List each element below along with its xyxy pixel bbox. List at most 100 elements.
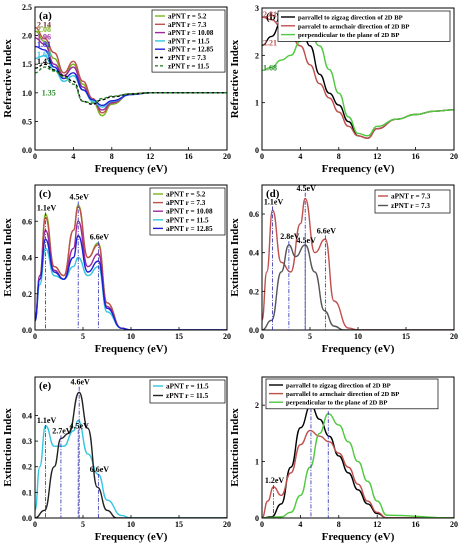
y-axis-label: Refractive Index — [2, 39, 14, 118]
series-line-1 — [35, 391, 227, 518]
y-tick-label: 1 — [255, 99, 259, 108]
y-tick-label: 0.0 — [249, 326, 259, 335]
legend-entry: parrallel to zigzag direction of 2D BP — [286, 383, 391, 390]
x-tick-label: 12 — [373, 152, 381, 161]
y-axis-label: Refractive Index — [229, 39, 241, 118]
x-tick-label: 20 — [450, 152, 458, 161]
x-tick-label: 16 — [412, 152, 420, 161]
y-tick-label: 0.5 — [22, 117, 32, 126]
y-tick-label: 0.6 — [22, 217, 32, 226]
x-tick-label: 8 — [337, 520, 341, 529]
y-tick-label: 0.4 — [22, 254, 32, 263]
y-axis-label: Extinction Index — [229, 218, 241, 297]
y-tick-label: 0.1 — [22, 488, 32, 497]
y-tick-label: 3 — [255, 4, 259, 13]
annotation-label: 6.6eV — [90, 232, 110, 241]
panel-label: (b) — [266, 11, 280, 23]
x-tick-label: 0 — [260, 332, 264, 341]
legend-entry: aPNT r = 10.08 — [166, 208, 213, 216]
legend-entry: zPNT r = 11.5 — [168, 62, 210, 70]
annotation-label: 1.1eV — [37, 203, 57, 212]
series-line-3 — [35, 247, 227, 330]
annotation-label: 1.60 — [37, 50, 51, 59]
annotation-label: 4.5eV — [70, 421, 90, 430]
y-tick-label: 0.2 — [22, 290, 32, 299]
annotation-label: 1.81 — [37, 40, 51, 49]
annotation-label: 6.6eV — [90, 465, 110, 474]
legend-box — [374, 189, 451, 214]
x-tick-label: 0 — [260, 520, 264, 529]
x-tick-label: 20 — [450, 332, 458, 341]
x-tick-label: 4 — [298, 520, 302, 529]
panel-label: (e) — [39, 380, 52, 392]
legend-entry: aPNT r = 11.5 — [168, 37, 210, 45]
y-tick-label: 0.6 — [249, 210, 259, 219]
y-tick-label: 2.0 — [22, 32, 32, 41]
x-tick-label: 12 — [146, 152, 154, 161]
x-tick-label: 5 — [308, 332, 312, 341]
x-tick-label: 5 — [81, 520, 85, 529]
x-tick-label: 0 — [33, 332, 37, 341]
y-tick-label: 0.0 — [22, 326, 32, 335]
annotation-label: 2.14 — [37, 21, 51, 30]
x-tick-label: 12 — [373, 520, 381, 529]
x-axis-label: Frequency (eV) — [322, 343, 395, 355]
y-tick-label: 0.4 — [249, 249, 259, 258]
x-tick-label: 20 — [223, 520, 231, 529]
legend-entry: parrallel to zigzag direction of 2D BP — [298, 15, 403, 22]
legend-entry: aPNT r = 7.3 — [391, 193, 431, 201]
x-tick-label: 4 — [71, 152, 75, 161]
annotation-label: 1.68 — [263, 63, 277, 72]
x-tick-label: 15 — [402, 332, 410, 341]
x-axis-label: Frequency (eV) — [322, 531, 395, 543]
x-tick-label: 15 — [175, 332, 183, 341]
legend-entry: aPNT r = 12.85 — [168, 46, 214, 54]
x-tick-label: 15 — [175, 520, 183, 529]
annotation-label: 4.6eV — [70, 378, 90, 387]
plot-frame — [261, 376, 455, 519]
y-tick-label: 1 — [255, 458, 259, 467]
panel-label: (a) — [39, 10, 52, 22]
x-tick-label: 8 — [337, 152, 341, 161]
x-tick-label: 10 — [127, 332, 135, 341]
plot-frame — [34, 6, 228, 151]
annotation-label: 1.1eV — [264, 197, 284, 206]
x-tick-label: 20 — [450, 520, 458, 529]
legend-entry: aPNT r = 7.3 — [166, 199, 206, 207]
x-tick-label: 0 — [33, 520, 37, 529]
y-tick-label: 1.0 — [22, 89, 32, 98]
y-axis-label: Extinction Index — [2, 218, 14, 297]
series-line-1 — [262, 244, 454, 330]
legend-entry: aPNT r = 12.85 — [166, 225, 213, 233]
legend-entry: zPNT r = 11.5 — [166, 392, 209, 400]
y-tick-label: 1.5 — [22, 60, 32, 69]
y-tick-label: 0 — [255, 146, 259, 155]
y-tick-label: 0.3 — [22, 437, 32, 446]
annotation-label: 1.1eV — [37, 416, 57, 425]
y-tick-label: 0.0 — [22, 146, 32, 155]
x-tick-label: 20 — [223, 152, 231, 161]
annotation-label: 4.5eV — [297, 236, 317, 245]
annotation-label: 4.5eV — [70, 193, 90, 202]
annotation-label: 1.96 — [37, 33, 51, 42]
legend-entry: parrallel to armchair direction of 2D BP — [286, 391, 399, 398]
legend-entry: zPNT r = 7.3 — [168, 54, 206, 62]
chart-panel-4: 0 5 10 15 20 0.0 0.1 0.2 0.3 0.4 Frequency (eV) Ext… — [2, 376, 231, 543]
annotation-label: 2.7eV — [52, 426, 72, 435]
annotation-label: 2.08 — [37, 25, 51, 34]
annotation-label: 2.21 — [263, 38, 277, 47]
x-axis-label: Frequency (eV) — [95, 343, 168, 355]
x-tick-label: 0 — [260, 152, 264, 161]
legend-box — [149, 379, 226, 404]
y-tick-label: 2 — [255, 401, 259, 410]
x-tick-label: 0 — [33, 152, 37, 161]
annotation-label: 6.6eV — [317, 226, 337, 235]
legend-entry: aPNT r = 11.5 — [166, 216, 209, 224]
plot-frame — [261, 7, 455, 151]
legend-entry: perpendicular to the plane of 2D BP — [286, 400, 387, 407]
annotation-label: 1.2eV — [265, 476, 285, 485]
legend-entry: aPNT r = 5.2 — [168, 13, 207, 21]
x-tick-label: 16 — [185, 152, 193, 161]
